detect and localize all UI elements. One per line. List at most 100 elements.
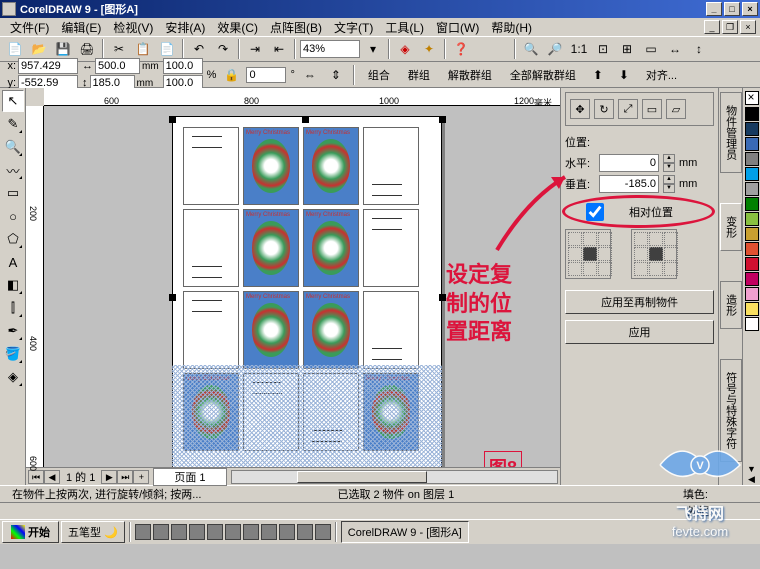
copy-button[interactable]: 📋 bbox=[132, 38, 154, 60]
ql-icon-9[interactable] bbox=[279, 524, 295, 540]
rotation-input[interactable] bbox=[246, 67, 286, 83]
color-swatch[interactable] bbox=[745, 242, 759, 256]
horiz-input[interactable] bbox=[599, 154, 659, 172]
doc-restore-button[interactable]: ❐ bbox=[722, 20, 738, 34]
docker-tab-shape[interactable]: 造形 bbox=[720, 281, 742, 329]
help-button[interactable]: ❓ bbox=[450, 38, 472, 60]
anchor-tl[interactable] bbox=[568, 232, 582, 246]
maximize-button[interactable]: □ bbox=[724, 2, 740, 16]
menu-help[interactable]: 帮助(H) bbox=[485, 19, 538, 36]
zoom-height-button[interactable]: ↕ bbox=[688, 38, 710, 60]
anchor-ml[interactable] bbox=[568, 247, 582, 261]
print-button[interactable]: 🖨 bbox=[76, 38, 98, 60]
anchor2-bc[interactable] bbox=[649, 262, 663, 276]
open-button[interactable]: 📂 bbox=[28, 38, 50, 60]
scale-x-input[interactable] bbox=[163, 58, 203, 74]
ungroup-button[interactable]: 解散群组 bbox=[441, 64, 499, 86]
menu-edit[interactable]: 编辑(E) bbox=[55, 19, 107, 36]
zoom-in-button[interactable]: 🔍 bbox=[520, 38, 542, 60]
anchor-mr[interactable] bbox=[598, 247, 612, 261]
import-button[interactable]: ⇥ bbox=[244, 38, 266, 60]
menu-file[interactable]: 文件(F) bbox=[4, 19, 55, 36]
ungroupall-button[interactable]: 全部解散群组 bbox=[503, 64, 583, 86]
anchor-mc[interactable] bbox=[583, 247, 597, 261]
ql-icon-10[interactable] bbox=[297, 524, 313, 540]
sel-handle[interactable] bbox=[439, 116, 446, 123]
mirror-h-button[interactable]: ⇔ bbox=[299, 64, 321, 86]
anchor-bl[interactable] bbox=[568, 262, 582, 276]
color-swatch[interactable] bbox=[745, 152, 759, 166]
anchor-bc[interactable] bbox=[583, 262, 597, 276]
graph-button[interactable]: ◈ bbox=[394, 38, 416, 60]
swatch-none[interactable] bbox=[745, 91, 759, 105]
size-mode-icon[interactable]: ▭ bbox=[642, 99, 662, 119]
drawing-canvas[interactable]: Merry ChristmasMerry ChristmasMerry Chri… bbox=[44, 106, 560, 467]
color-swatch[interactable] bbox=[745, 272, 759, 286]
zoom-all-button[interactable]: ⊞ bbox=[616, 38, 638, 60]
palette-expand[interactable]: ◀ bbox=[748, 474, 755, 485]
ql-icon-8[interactable] bbox=[261, 524, 277, 540]
menu-text[interactable]: 文字(T) bbox=[328, 19, 379, 36]
ql-icon-11[interactable] bbox=[315, 524, 331, 540]
zoom-input[interactable] bbox=[300, 40, 360, 58]
menu-view[interactable]: 检视(V) bbox=[107, 19, 159, 36]
prev-page-button[interactable]: ◀ bbox=[44, 470, 60, 484]
doc-minimize-button[interactable]: _ bbox=[704, 20, 720, 34]
ql-icon-1[interactable] bbox=[135, 524, 151, 540]
ql-icon-5[interactable] bbox=[207, 524, 223, 540]
mirror-v-button[interactable]: ⇕ bbox=[325, 64, 347, 86]
doc-close-button[interactable]: × bbox=[740, 20, 756, 34]
apply-duplicate-button[interactable]: 应用至再制物件 bbox=[565, 290, 714, 314]
group-button[interactable]: 群组 bbox=[401, 64, 437, 86]
close-button[interactable]: × bbox=[742, 2, 758, 16]
palette-scroll-down[interactable]: ▼ bbox=[747, 464, 756, 474]
position-mode-icon[interactable]: ✥ bbox=[570, 99, 590, 119]
rect-tool[interactable]: ▭ bbox=[2, 182, 24, 204]
undo-button[interactable]: ↶ bbox=[188, 38, 210, 60]
zoom-sel-button[interactable]: ⊡ bbox=[592, 38, 614, 60]
color-swatch[interactable] bbox=[745, 227, 759, 241]
taskbar-app-coreldraw[interactable]: CorelDRAW 9 - [图形A] bbox=[341, 521, 469, 543]
freehand-tool[interactable]: 〰 bbox=[2, 159, 24, 181]
paste-button[interactable]: 📄 bbox=[156, 38, 178, 60]
menu-effects[interactable]: 效果(C) bbox=[211, 19, 264, 36]
docker-tab-objmgr[interactable]: 物件管理员 bbox=[720, 92, 742, 173]
eyedropper-tool[interactable]: ⫿ bbox=[2, 297, 24, 319]
anchor2-tr[interactable] bbox=[664, 232, 678, 246]
color-swatch[interactable] bbox=[745, 317, 759, 331]
sel-handle[interactable] bbox=[169, 294, 176, 301]
first-page-button[interactable]: ⏮ bbox=[28, 470, 44, 484]
horizontal-scrollbar[interactable] bbox=[231, 470, 558, 484]
polygon-tool[interactable]: ⬠ bbox=[2, 228, 24, 250]
page-tab[interactable]: 页面 1 bbox=[153, 468, 226, 486]
anchor2-mc[interactable] bbox=[649, 247, 663, 261]
color-swatch[interactable] bbox=[745, 212, 759, 226]
scale-mode-icon[interactable]: ⤢ bbox=[618, 99, 638, 119]
last-page-button[interactable]: ⏭ bbox=[117, 470, 133, 484]
sel-handle[interactable] bbox=[439, 294, 446, 301]
ellipse-tool[interactable]: ○ bbox=[2, 205, 24, 227]
menu-window[interactable]: 窗口(W) bbox=[430, 19, 485, 36]
menu-arrange[interactable]: 安排(A) bbox=[159, 19, 211, 36]
wand-button[interactable]: ✦ bbox=[418, 38, 440, 60]
zoom-out-button[interactable]: 🔎 bbox=[544, 38, 566, 60]
to-back-button[interactable]: ⬇ bbox=[613, 64, 635, 86]
next-page-button[interactable]: ▶ bbox=[101, 470, 117, 484]
anchor-tc[interactable] bbox=[583, 232, 597, 246]
color-swatch[interactable] bbox=[745, 287, 759, 301]
save-button[interactable]: 💾 bbox=[52, 38, 74, 60]
add-page-button[interactable]: + bbox=[133, 470, 149, 484]
color-swatch[interactable] bbox=[745, 257, 759, 271]
new-button[interactable]: 📄 bbox=[4, 38, 26, 60]
start-button[interactable]: 开始 bbox=[2, 521, 59, 543]
interactive-fill-tool[interactable]: ◈ bbox=[2, 366, 24, 388]
fill-tool[interactable]: 🪣 bbox=[2, 343, 24, 365]
ql-icon-6[interactable] bbox=[225, 524, 241, 540]
minimize-button[interactable]: _ bbox=[706, 2, 722, 16]
menu-tools[interactable]: 工具(L) bbox=[379, 19, 430, 36]
anchor2-bl[interactable] bbox=[634, 262, 648, 276]
anchor2-tc[interactable] bbox=[649, 232, 663, 246]
color-swatch[interactable] bbox=[745, 137, 759, 151]
zoom-tool[interactable]: 🔍 bbox=[2, 136, 24, 158]
vert-input[interactable] bbox=[599, 175, 659, 193]
